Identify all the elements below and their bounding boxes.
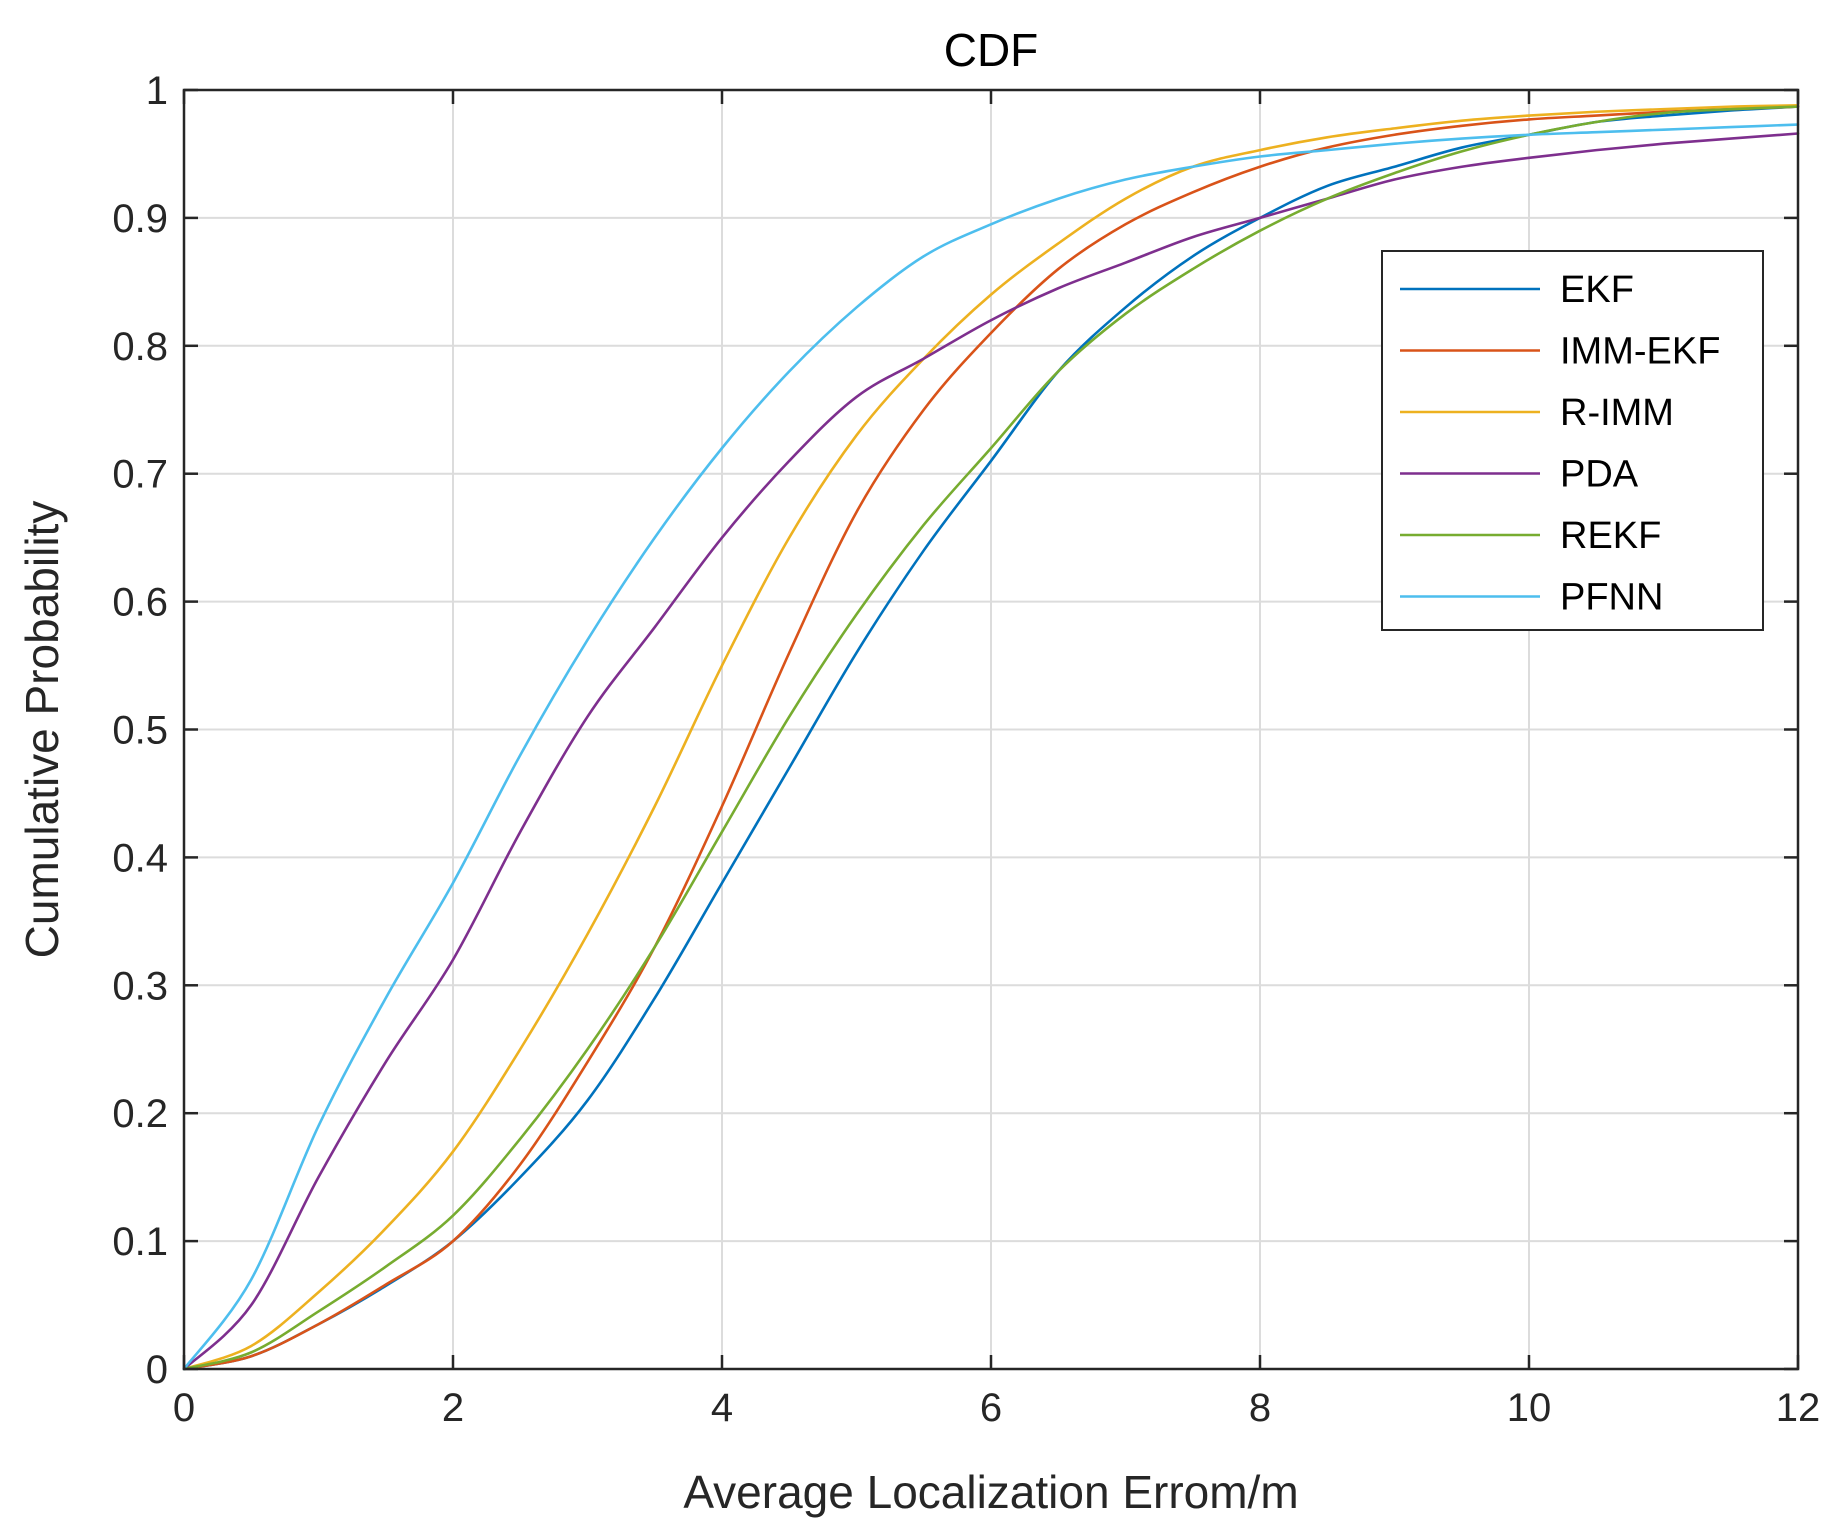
legend-box: [1381, 250, 1764, 631]
x-axis-title: Average Localization Errom/m: [683, 1466, 1298, 1518]
y-tick-label: 0.2: [112, 1092, 168, 1136]
y-tick-label: 0.4: [112, 836, 168, 880]
x-tick-label: 12: [1776, 1386, 1821, 1430]
x-tick-label: 10: [1507, 1386, 1552, 1430]
x-tick-label: 2: [442, 1386, 464, 1430]
legend-label-ekf: EKF: [1560, 269, 1634, 311]
legend-label-imm-ekf: IMM-EKF: [1560, 331, 1720, 373]
axis-tick-labels: 0 2 4 6 8 10 12 0 0.1 0.2 0.3 0.4 0.5 0.6 0.7 0.8 0.9 1: [112, 69, 1820, 1430]
y-tick-label: 0.5: [112, 709, 168, 753]
series-line-r-imm: [182, 104, 1800, 1371]
x-tick-label: 6: [980, 1386, 1002, 1430]
y-axis-title: Cumulative Probability: [16, 501, 68, 959]
chart-title: CDF: [944, 24, 1039, 76]
y-tick-label: 1: [146, 69, 168, 113]
x-tick-label: 0: [173, 1386, 195, 1430]
series-line-pda: [182, 132, 1800, 1371]
series-line-imm-ekf: [182, 105, 1800, 1371]
series-line-pfnn: [182, 123, 1800, 1371]
y-tick-label: 0.6: [112, 581, 168, 625]
y-tick-label: 0.7: [112, 453, 168, 497]
x-tick-label: 8: [1249, 1386, 1271, 1430]
series-line-rekf: [182, 105, 1800, 1371]
y-tick-label: 0.8: [112, 325, 168, 369]
y-tick-label: 0: [146, 1348, 168, 1392]
legend-label-r-imm: R-IMM: [1560, 392, 1674, 434]
legend: EKF IMM-EKF R-IMM PDA REKF PFNN: [1381, 250, 1764, 631]
x-tick-label: 4: [711, 1386, 733, 1430]
legend-label-rekf: REKF: [1560, 515, 1661, 557]
y-tick-label: 0.3: [112, 964, 168, 1008]
legend-label-pfnn: PFNN: [1560, 577, 1663, 619]
axis-ticks: [182, 88, 1800, 1371]
y-tick-label: 0.9: [112, 197, 168, 241]
series-lines: [182, 104, 1800, 1371]
legend-items: EKF IMM-EKF R-IMM PDA REKF PFNN: [1400, 269, 1720, 619]
y-tick-label: 0.1: [112, 1220, 168, 1264]
legend-label-pda: PDA: [1560, 454, 1639, 496]
